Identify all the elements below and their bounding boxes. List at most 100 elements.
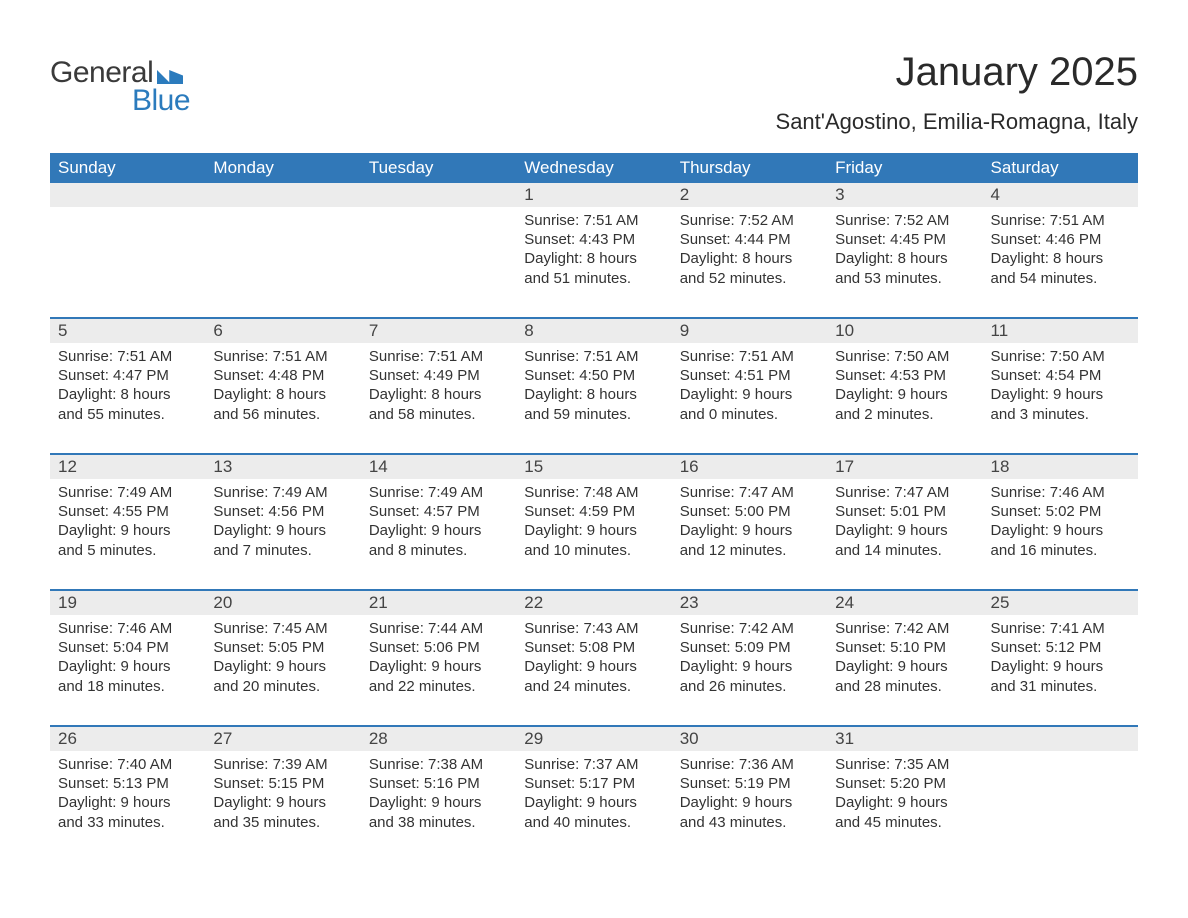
calendar-day: 15Sunrise: 7:48 AMSunset: 4:59 PMDayligh… — [516, 455, 671, 583]
day-body: Sunrise: 7:35 AMSunset: 5:20 PMDaylight:… — [827, 751, 982, 836]
sunrise-line: Sunrise: 7:51 AM — [369, 347, 508, 366]
day-number: 14 — [361, 455, 516, 479]
sunrise-line: Sunrise: 7:48 AM — [524, 483, 663, 502]
calendar-day: 6Sunrise: 7:51 AMSunset: 4:48 PMDaylight… — [205, 319, 360, 447]
sunset-line: Sunset: 5:20 PM — [835, 774, 974, 793]
header-saturday: Saturday — [983, 153, 1138, 183]
day-number: 22 — [516, 591, 671, 615]
sunrise-line: Sunrise: 7:47 AM — [680, 483, 819, 502]
sunset-line: Sunset: 4:49 PM — [369, 366, 508, 385]
day-body: Sunrise: 7:42 AMSunset: 5:10 PMDaylight:… — [827, 615, 982, 700]
calendar-day: 22Sunrise: 7:43 AMSunset: 5:08 PMDayligh… — [516, 591, 671, 719]
sunset-line: Sunset: 4:51 PM — [680, 366, 819, 385]
calendar-week: 26Sunrise: 7:40 AMSunset: 5:13 PMDayligh… — [50, 725, 1138, 855]
sunset-line: Sunset: 4:59 PM — [524, 502, 663, 521]
sunrise-line: Sunrise: 7:47 AM — [835, 483, 974, 502]
sunrise-line: Sunrise: 7:49 AM — [58, 483, 197, 502]
day-body: Sunrise: 7:46 AMSunset: 5:04 PMDaylight:… — [50, 615, 205, 700]
calendar-week: 1Sunrise: 7:51 AMSunset: 4:43 PMDaylight… — [50, 183, 1138, 311]
sunrise-line: Sunrise: 7:51 AM — [680, 347, 819, 366]
calendar-day: 17Sunrise: 7:47 AMSunset: 5:01 PMDayligh… — [827, 455, 982, 583]
day-body: Sunrise: 7:37 AMSunset: 5:17 PMDaylight:… — [516, 751, 671, 836]
day-number: 6 — [205, 319, 360, 343]
day-body: Sunrise: 7:42 AMSunset: 5:09 PMDaylight:… — [672, 615, 827, 700]
header-thursday: Thursday — [672, 153, 827, 183]
sunrise-line: Sunrise: 7:43 AM — [524, 619, 663, 638]
top-row: General Blue January 2025 Sant'Agostino,… — [50, 50, 1138, 135]
calendar-day: 12Sunrise: 7:49 AMSunset: 4:55 PMDayligh… — [50, 455, 205, 583]
sunset-line: Sunset: 5:17 PM — [524, 774, 663, 793]
calendar-week: 12Sunrise: 7:49 AMSunset: 4:55 PMDayligh… — [50, 453, 1138, 583]
day-body: Sunrise: 7:36 AMSunset: 5:19 PMDaylight:… — [672, 751, 827, 836]
calendar-day: 31Sunrise: 7:35 AMSunset: 5:20 PMDayligh… — [827, 727, 982, 855]
day-number: 18 — [983, 455, 1138, 479]
day-body — [361, 207, 516, 307]
sunrise-line: Sunrise: 7:37 AM — [524, 755, 663, 774]
day-body: Sunrise: 7:51 AMSunset: 4:49 PMDaylight:… — [361, 343, 516, 428]
daylight-line: Daylight: 9 hours and 14 minutes. — [835, 521, 974, 559]
calendar-day: 26Sunrise: 7:40 AMSunset: 5:13 PMDayligh… — [50, 727, 205, 855]
calendar-day: 1Sunrise: 7:51 AMSunset: 4:43 PMDaylight… — [516, 183, 671, 311]
sunset-line: Sunset: 4:44 PM — [680, 230, 819, 249]
sunrise-line: Sunrise: 7:52 AM — [835, 211, 974, 230]
sunrise-line: Sunrise: 7:51 AM — [58, 347, 197, 366]
sunrise-line: Sunrise: 7:49 AM — [369, 483, 508, 502]
day-number: 24 — [827, 591, 982, 615]
calendar-week: 19Sunrise: 7:46 AMSunset: 5:04 PMDayligh… — [50, 589, 1138, 719]
day-body: Sunrise: 7:40 AMSunset: 5:13 PMDaylight:… — [50, 751, 205, 836]
sunset-line: Sunset: 4:53 PM — [835, 366, 974, 385]
day-body: Sunrise: 7:51 AMSunset: 4:48 PMDaylight:… — [205, 343, 360, 428]
day-body: Sunrise: 7:49 AMSunset: 4:55 PMDaylight:… — [50, 479, 205, 564]
sunset-line: Sunset: 4:43 PM — [524, 230, 663, 249]
daylight-line: Daylight: 8 hours and 53 minutes. — [835, 249, 974, 287]
day-number: 23 — [672, 591, 827, 615]
page-title: January 2025 — [776, 50, 1138, 95]
day-number: 25 — [983, 591, 1138, 615]
sunset-line: Sunset: 4:50 PM — [524, 366, 663, 385]
sunrise-line: Sunrise: 7:50 AM — [835, 347, 974, 366]
day-number — [361, 183, 516, 207]
sunset-line: Sunset: 4:55 PM — [58, 502, 197, 521]
sunrise-line: Sunrise: 7:51 AM — [991, 211, 1130, 230]
calendar-day: 24Sunrise: 7:42 AMSunset: 5:10 PMDayligh… — [827, 591, 982, 719]
day-number: 5 — [50, 319, 205, 343]
daylight-line: Daylight: 9 hours and 5 minutes. — [58, 521, 197, 559]
day-body: Sunrise: 7:51 AMSunset: 4:47 PMDaylight:… — [50, 343, 205, 428]
sunrise-line: Sunrise: 7:36 AM — [680, 755, 819, 774]
day-body: Sunrise: 7:48 AMSunset: 4:59 PMDaylight:… — [516, 479, 671, 564]
day-number: 9 — [672, 319, 827, 343]
daylight-line: Daylight: 9 hours and 8 minutes. — [369, 521, 508, 559]
day-number: 15 — [516, 455, 671, 479]
day-number: 19 — [50, 591, 205, 615]
day-body: Sunrise: 7:51 AMSunset: 4:46 PMDaylight:… — [983, 207, 1138, 292]
sunrise-line: Sunrise: 7:49 AM — [213, 483, 352, 502]
title-block: January 2025 Sant'Agostino, Emilia-Romag… — [776, 50, 1138, 135]
location-subtitle: Sant'Agostino, Emilia-Romagna, Italy — [776, 109, 1138, 135]
sunset-line: Sunset: 4:46 PM — [991, 230, 1130, 249]
day-body — [205, 207, 360, 307]
daylight-line: Daylight: 9 hours and 0 minutes. — [680, 385, 819, 423]
calendar-day: 23Sunrise: 7:42 AMSunset: 5:09 PMDayligh… — [672, 591, 827, 719]
day-body: Sunrise: 7:45 AMSunset: 5:05 PMDaylight:… — [205, 615, 360, 700]
daylight-line: Daylight: 9 hours and 12 minutes. — [680, 521, 819, 559]
sunrise-line: Sunrise: 7:51 AM — [213, 347, 352, 366]
day-body: Sunrise: 7:39 AMSunset: 5:15 PMDaylight:… — [205, 751, 360, 836]
day-body: Sunrise: 7:41 AMSunset: 5:12 PMDaylight:… — [983, 615, 1138, 700]
day-body: Sunrise: 7:51 AMSunset: 4:51 PMDaylight:… — [672, 343, 827, 428]
day-number — [983, 727, 1138, 751]
day-body: Sunrise: 7:52 AMSunset: 4:45 PMDaylight:… — [827, 207, 982, 292]
calendar-day — [205, 183, 360, 311]
sunrise-line: Sunrise: 7:39 AM — [213, 755, 352, 774]
sunset-line: Sunset: 5:02 PM — [991, 502, 1130, 521]
daylight-line: Daylight: 9 hours and 45 minutes. — [835, 793, 974, 831]
daylight-line: Daylight: 9 hours and 18 minutes. — [58, 657, 197, 695]
sunrise-line: Sunrise: 7:46 AM — [991, 483, 1130, 502]
sunrise-line: Sunrise: 7:50 AM — [991, 347, 1130, 366]
calendar-header-row: Sunday Monday Tuesday Wednesday Thursday… — [50, 153, 1138, 183]
sunset-line: Sunset: 4:48 PM — [213, 366, 352, 385]
calendar-day: 14Sunrise: 7:49 AMSunset: 4:57 PMDayligh… — [361, 455, 516, 583]
day-number: 16 — [672, 455, 827, 479]
sunset-line: Sunset: 5:06 PM — [369, 638, 508, 657]
header-friday: Friday — [827, 153, 982, 183]
day-number: 13 — [205, 455, 360, 479]
